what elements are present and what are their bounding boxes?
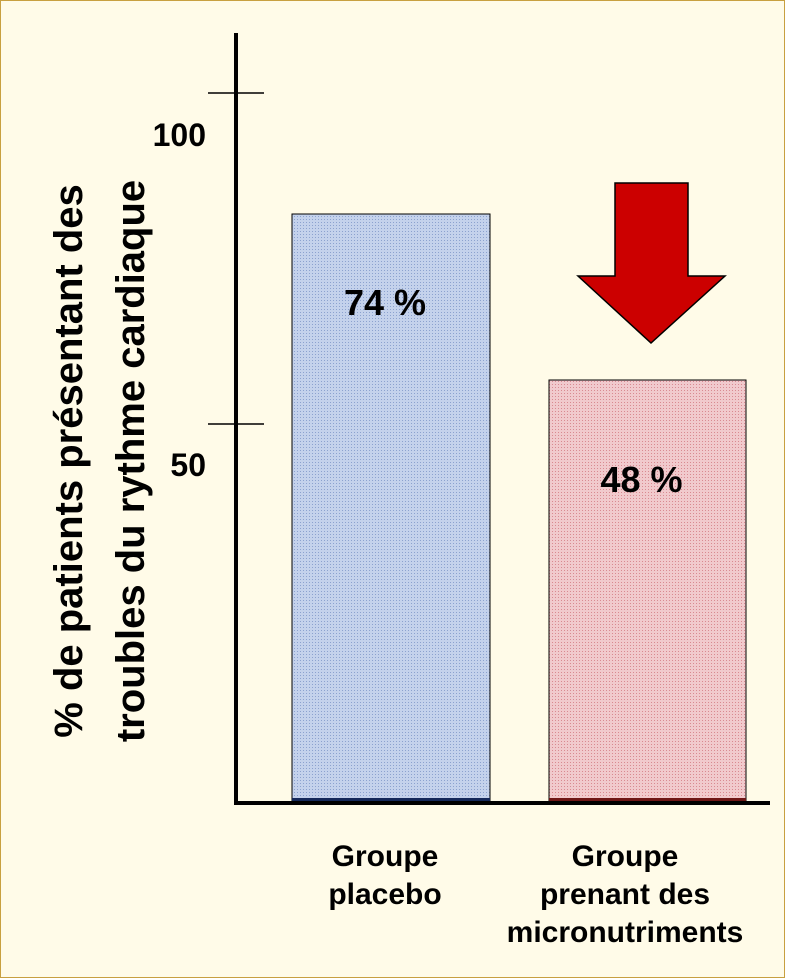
bar-1-base <box>292 798 490 803</box>
y-axis-label-line-2: troubles du rythme cardiaque <box>109 180 153 742</box>
bar-2-base <box>549 798 746 803</box>
y-tick-label-100: 100 <box>153 117 206 153</box>
y-tick-label-50: 50 <box>170 447 206 483</box>
category-label-1-line-2: placebo <box>328 878 441 911</box>
category-label-2-line-2: prenant des <box>540 878 710 911</box>
down-arrow-icon <box>576 182 727 345</box>
data-label-1: 74 % <box>344 282 426 323</box>
category-label-1-line-1: Groupe <box>332 840 439 873</box>
bar-1 <box>291 213 491 804</box>
ticks-layer: 50 100 <box>153 92 264 483</box>
category-label-2-line-1: Groupe <box>572 840 679 873</box>
bar-2 <box>548 379 747 804</box>
arrow-layer <box>576 182 727 345</box>
category-label-2-line-3: micronutriments <box>507 916 744 949</box>
bars-layer <box>291 213 747 804</box>
labels-layer: 74 % Groupe placebo 48 % Groupe prenant des mi… <box>328 282 743 949</box>
y-axis-label-line-1: % de patients présentant des <box>47 184 91 737</box>
data-label-2: 48 % <box>600 459 682 500</box>
